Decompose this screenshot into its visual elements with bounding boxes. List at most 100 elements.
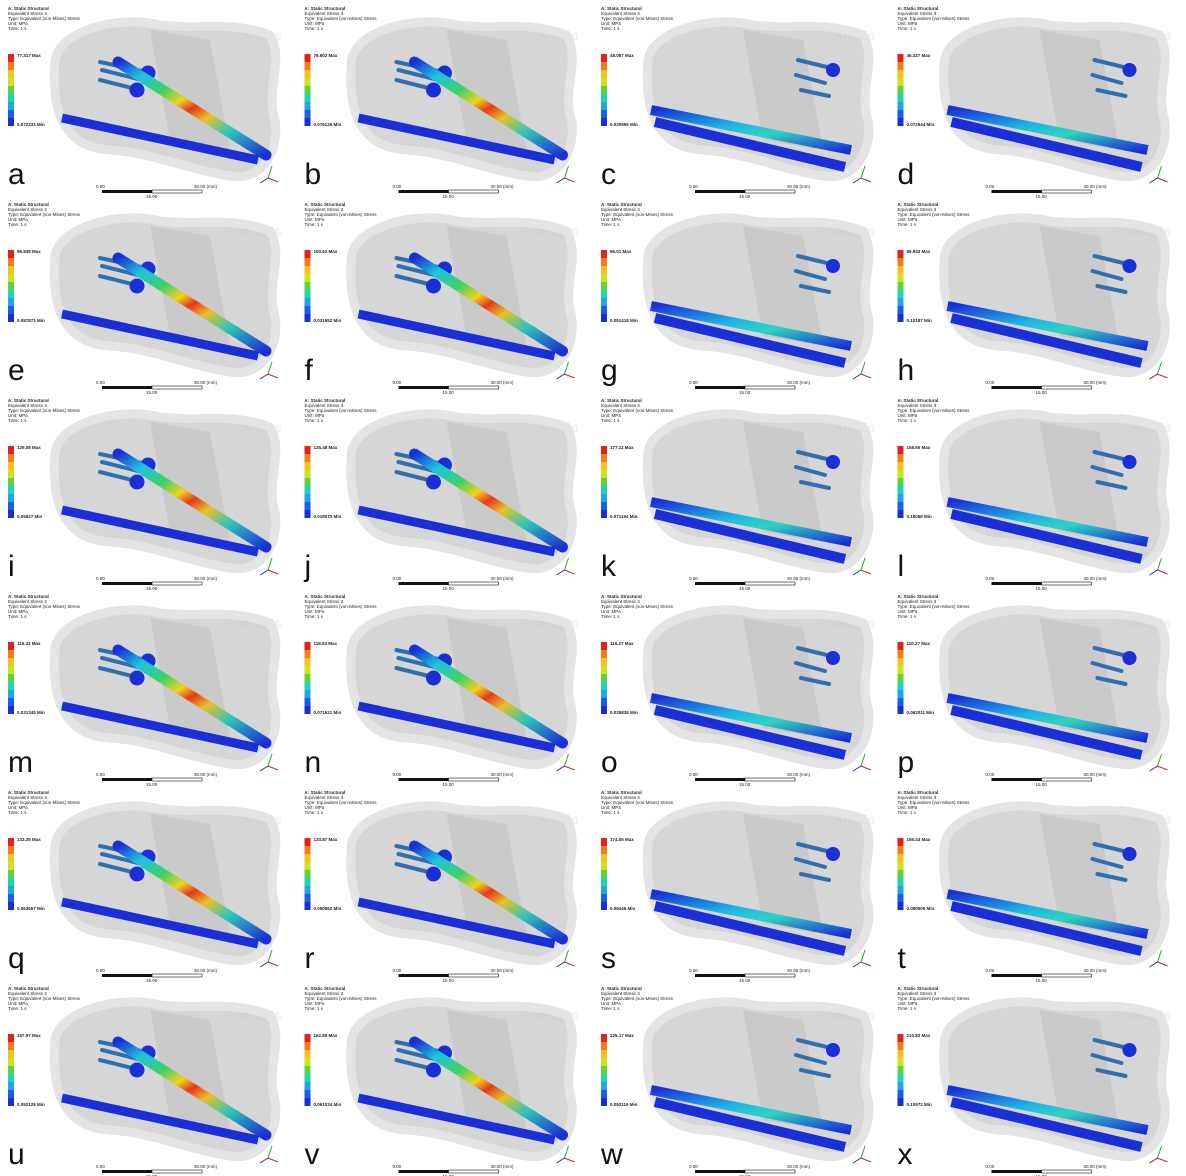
- header-line: Equivalent Stress 3: [601, 599, 640, 604]
- legend-swatch: [897, 1074, 904, 1082]
- triad-y: [1157, 1145, 1162, 1159]
- panel-letter: r: [305, 942, 315, 975]
- screw: [794, 73, 827, 85]
- legend-swatch: [601, 54, 607, 62]
- triad-x: [1157, 1157, 1168, 1163]
- header-line: Type: Equivalent (von-Mises) Stress: [305, 16, 378, 21]
- triad-x: [860, 1157, 872, 1163]
- panel-letter: x: [898, 1138, 913, 1171]
- header-line: Unit: MPa: [305, 217, 325, 222]
- triad-y: [564, 949, 569, 963]
- rod-lower: [653, 509, 847, 564]
- screw-head: [826, 63, 840, 77]
- rod-upper: [409, 1036, 568, 1141]
- legend-swatch: [897, 54, 904, 62]
- screw: [794, 661, 827, 673]
- header-line: Equivalent Stress 3: [898, 795, 937, 800]
- scale-end: 30.00 (mm): [787, 576, 811, 581]
- triad-y: [1157, 949, 1162, 963]
- scale-start: 0.00: [96, 184, 105, 189]
- header-line: Unit: MPa: [601, 217, 621, 222]
- header-line: Time: 1 s: [601, 810, 620, 815]
- legend-swatch: [304, 86, 311, 94]
- legend-swatch: [304, 62, 311, 70]
- bone-outline: [49, 605, 281, 770]
- scale-bar-b: [448, 189, 499, 194]
- legend-swatch: [8, 478, 14, 486]
- legend-swatch: [8, 886, 14, 894]
- legend-swatch: [304, 54, 311, 62]
- screw-head: [426, 278, 441, 294]
- screw: [1092, 450, 1130, 462]
- legend-max: 158.65 Max: [907, 445, 931, 450]
- scale-mid: 15.00: [146, 782, 158, 787]
- legend-max: 119.53 Max: [314, 641, 338, 646]
- legend-swatch: [897, 258, 904, 266]
- scale-bar-a: [695, 386, 745, 389]
- legend-swatch: [304, 274, 311, 282]
- panel-letter: e: [8, 354, 25, 387]
- header-line: Type: Equivalent (von-Mises) Stress: [8, 800, 81, 805]
- bone-outline: [49, 213, 281, 378]
- header-line: Unit: MPa: [898, 805, 918, 810]
- legend-swatch: [8, 446, 14, 454]
- legend-swatch: [304, 862, 311, 870]
- screw: [796, 450, 833, 462]
- scale-bar-a: [695, 582, 745, 585]
- header-line: Equivalent Stress 3: [305, 11, 344, 16]
- legend-swatch: [304, 894, 311, 902]
- scale-bar-a: [398, 582, 449, 585]
- scale-end: 30.00 (mm): [491, 380, 515, 385]
- legend-min: 0.035835 Min: [610, 710, 638, 715]
- scale-end: 30.00 (mm): [194, 772, 218, 777]
- triad-z: [1149, 1157, 1158, 1164]
- scale-mid: 15.00: [443, 586, 455, 591]
- legend-swatch: [601, 510, 607, 518]
- scale-bar-a: [102, 974, 152, 977]
- legend-swatch: [601, 706, 607, 714]
- legend-swatch: [304, 870, 311, 878]
- legend-swatch: [601, 1042, 607, 1050]
- legend-swatch: [8, 266, 14, 274]
- screw: [799, 480, 831, 490]
- triad-z: [1149, 765, 1158, 772]
- legend-max: 77.317 Max: [17, 53, 41, 58]
- header-line: Unit: MPa: [898, 413, 918, 418]
- scale-mid: 15.00: [739, 586, 751, 591]
- header-line: Equivalent Stress 3: [898, 11, 937, 16]
- legend-swatch: [897, 1050, 904, 1058]
- scale-bar-b: [448, 777, 499, 782]
- screw: [1095, 872, 1128, 882]
- legend-swatch: [897, 70, 904, 78]
- legend-swatch: [304, 682, 311, 690]
- scale-bar-a: [695, 190, 745, 193]
- scale-mid: 15.00: [1036, 782, 1048, 787]
- triad-z: [556, 177, 565, 184]
- scale-bar-b: [151, 777, 203, 782]
- legend-swatch: [897, 878, 904, 886]
- panel-letter: w: [600, 1138, 623, 1171]
- rod-lower: [653, 901, 847, 956]
- header-line: Equivalent Stress 3: [898, 599, 937, 604]
- header-line: Equivalent Stress 3: [8, 403, 47, 408]
- scale-end: 30.00 (mm): [194, 1164, 218, 1169]
- scale-bar-b: [744, 973, 796, 978]
- legend-swatch: [897, 94, 904, 102]
- header-line: Type: Equivalent (von-Mises) Stress: [898, 16, 971, 21]
- header-line: Equivalent Stress 3: [8, 207, 47, 212]
- legend-swatch: [897, 298, 904, 306]
- legend-max: 95.01 Max: [610, 249, 632, 254]
- scale-bar-b: [151, 1169, 203, 1174]
- legend-swatch: [8, 494, 14, 502]
- legend-swatch: [601, 282, 607, 290]
- legend-swatch: [8, 78, 14, 86]
- legend-swatch: [897, 110, 904, 118]
- rod-lower: [357, 1093, 556, 1145]
- legend-swatch: [8, 838, 14, 846]
- legend-swatch: [304, 70, 311, 78]
- panel-letter: k: [601, 550, 617, 583]
- triad-z: [1149, 373, 1158, 380]
